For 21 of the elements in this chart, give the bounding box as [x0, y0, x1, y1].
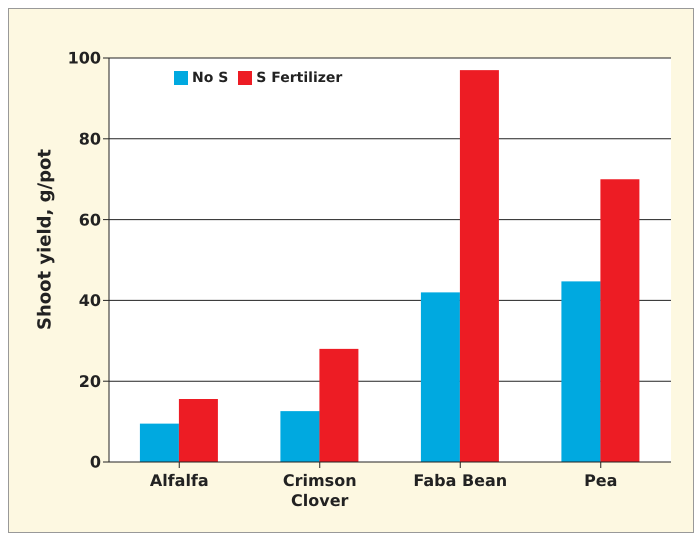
bar: [319, 348, 358, 462]
y-tick-label: 40: [78, 291, 101, 310]
legend-label: No S: [192, 70, 228, 86]
bar: [561, 281, 600, 462]
bar: [178, 398, 218, 462]
x-tick-label: Crimson Clover: [282, 471, 357, 510]
x-tick-label: Pea: [584, 471, 618, 490]
legend-label: S Fertilizer: [256, 70, 342, 86]
y-tick-label: 20: [78, 372, 101, 391]
y-axis-title: Shoot yield, g/pot: [34, 148, 56, 330]
y-tick-label: 80: [78, 129, 101, 148]
x-tick-label: Alfalfa: [150, 471, 209, 490]
bar: [280, 411, 320, 462]
bar: [420, 292, 460, 462]
y-tick-label: 0: [90, 452, 101, 472]
bar: [460, 70, 499, 462]
y-tick-label: 100: [68, 48, 101, 68]
bar: [140, 424, 179, 462]
x-tick-label: Faba Bean: [413, 471, 508, 490]
y-tick-label: 60: [78, 210, 101, 230]
bar: [600, 179, 640, 462]
